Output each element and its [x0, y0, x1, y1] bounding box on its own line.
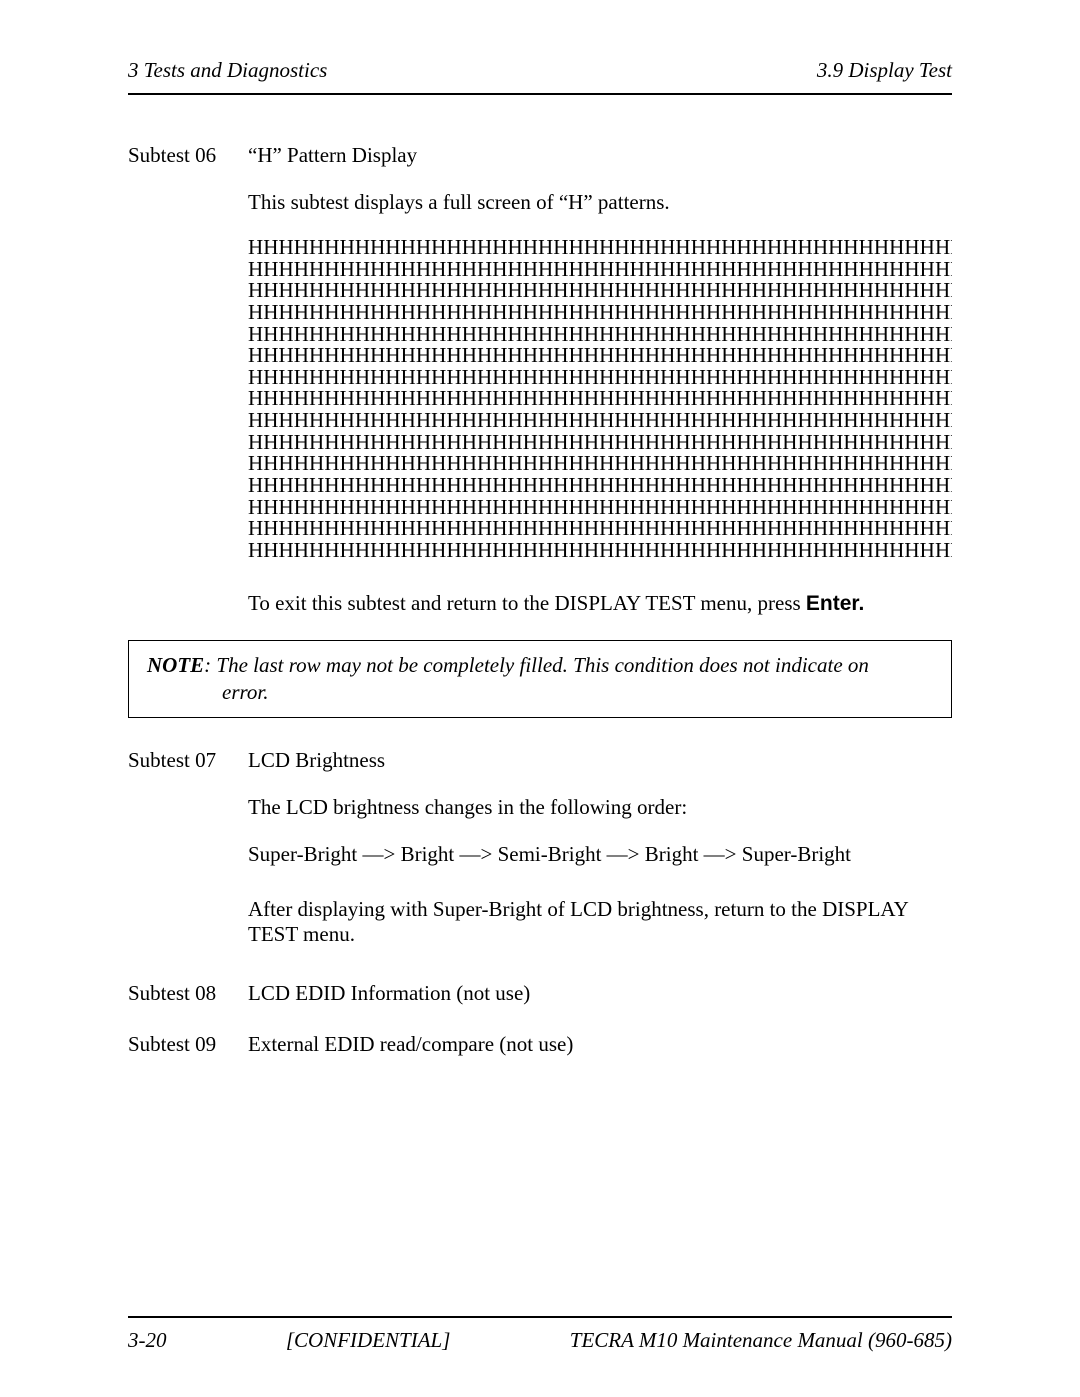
page-header: 3 Tests and Diagnostics 3.9 Display Test	[128, 58, 952, 95]
subtest-title: External EDID read/compare (not use)	[248, 1032, 952, 1057]
subtest-label: Subtest 07	[128, 748, 248, 773]
subtest-title: LCD EDID Information (not use)	[248, 981, 952, 1006]
page-footer: 3-20 [CONFIDENTIAL] TECRA M10 Maintenanc…	[128, 1316, 952, 1353]
subtest-label: Subtest 09	[128, 1032, 248, 1057]
subtest-09-header: Subtest 09 External EDID read/compare (n…	[128, 1032, 952, 1057]
page: 3 Tests and Diagnostics 3.9 Display Test…	[0, 0, 1080, 1397]
page-content: Subtest 06 “H” Pattern Display This subt…	[128, 95, 952, 1057]
footer-page-number: 3-20	[128, 1328, 167, 1353]
header-right: 3.9 Display Test	[817, 58, 952, 83]
subtest-07-header: Subtest 07 LCD Brightness	[128, 748, 952, 773]
subtest-08-header: Subtest 08 LCD EDID Information (not use…	[128, 981, 952, 1006]
exit-text: To exit this subtest and return to the D…	[248, 591, 806, 615]
subtest-title: “H” Pattern Display	[248, 143, 952, 168]
subtest-label: Subtest 06	[128, 143, 248, 168]
subtest-06-exit: To exit this subtest and return to the D…	[248, 591, 952, 616]
h-pattern-block: HHHHHHHHHHHHHHHHHHHHHHHHHHHHHHHHHHHHHHHH…	[248, 237, 952, 561]
note-text-line1: : The last row may not be completely fil…	[204, 653, 869, 677]
footer-confidential: [CONFIDENTIAL]	[286, 1328, 451, 1353]
subtest-06-intro: This subtest displays a full screen of “…	[248, 190, 952, 215]
note-label: NOTE	[147, 653, 204, 677]
subtest-07-line3: After displaying with Super-Bright of LC…	[248, 897, 952, 947]
footer-inner: 3-20 [CONFIDENTIAL] TECRA M10 Maintenanc…	[128, 1328, 952, 1353]
subtest-label: Subtest 08	[128, 981, 248, 1006]
subtest-07-line2: Super-Bright —> Bright —> Semi-Bright —>…	[248, 842, 952, 867]
subtest-07-line1: The LCD brightness changes in the follow…	[248, 795, 952, 820]
header-left: 3 Tests and Diagnostics	[128, 58, 327, 83]
enter-key-label: Enter.	[806, 592, 864, 615]
subtest-06-header: Subtest 06 “H” Pattern Display	[128, 143, 952, 168]
subtest-title: LCD Brightness	[248, 748, 952, 773]
note-text-line2: error.	[222, 680, 933, 705]
footer-manual-title: TECRA M10 Maintenance Manual (960-685)	[570, 1328, 952, 1353]
note-box: NOTE: The last row may not be completely…	[128, 640, 952, 718]
